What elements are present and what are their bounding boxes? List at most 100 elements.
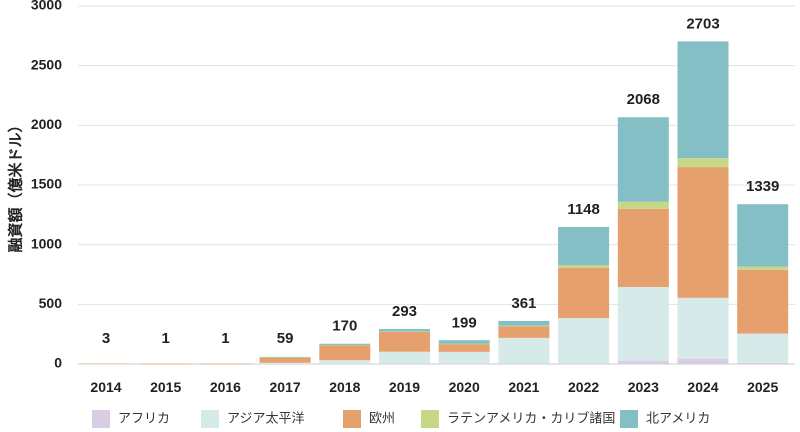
- x-tick-label: 2018: [329, 379, 360, 395]
- bar-segment: [438, 344, 490, 352]
- total-label: 2703: [686, 15, 719, 32]
- legend-label: 北アメリカ: [646, 412, 710, 427]
- total-label: 2068: [627, 91, 660, 108]
- bar-segment: [558, 267, 610, 319]
- bar-segment: [498, 337, 550, 364]
- x-tick-label: 2024: [687, 379, 718, 395]
- bar-segment: [199, 363, 251, 365]
- x-tick-label: 2019: [389, 379, 420, 395]
- bar-segment: [617, 361, 669, 364]
- bar-segment: [259, 357, 311, 363]
- y-tick-label: 2500: [31, 56, 62, 72]
- bar-segment: [438, 363, 490, 365]
- y-tick-label: 500: [39, 295, 63, 311]
- bar-segment: [737, 266, 789, 270]
- bar-segment: [259, 356, 311, 358]
- bar-segment: [80, 363, 132, 365]
- bar-segment: [438, 343, 490, 345]
- total-label: 361: [511, 295, 536, 312]
- x-tick-label: 2020: [449, 379, 480, 395]
- legend-swatch: [620, 410, 638, 428]
- bar-segment: [498, 326, 550, 338]
- legend-label: ラテンアメリカ・カリブ諸国: [447, 411, 615, 427]
- total-label: 170: [332, 318, 357, 335]
- bar-segment: [319, 344, 371, 346]
- total-labels: 3 1 1 59 170 293 199 361 1148 2068 2703 1339: [102, 15, 780, 347]
- legend-item: アフリカ: [92, 410, 170, 428]
- legend-label: アジア太平洋: [227, 412, 304, 427]
- bar-segment: [677, 158, 729, 168]
- y-tick-label: 1000: [31, 235, 62, 251]
- bar-segment: [677, 41, 729, 159]
- bar-segment: [617, 208, 669, 288]
- bar-segment: [737, 269, 789, 334]
- bar-segment: [379, 363, 430, 365]
- bar-segment: [379, 351, 430, 364]
- y-tick-label: 0: [54, 355, 62, 371]
- bar-segment: [319, 360, 371, 364]
- legend-item: アジア太平洋: [201, 410, 304, 428]
- bar-segment: [558, 265, 610, 268]
- y-tick-label: 2000: [31, 116, 62, 132]
- total-label: 59: [277, 330, 294, 347]
- bar-segment: [737, 204, 789, 267]
- x-tick-label: 2023: [628, 379, 659, 395]
- x-tick-label: 2022: [568, 379, 599, 395]
- bar-segment: [259, 357, 311, 358]
- legend-swatch: [201, 410, 219, 428]
- legend-swatch: [92, 410, 110, 428]
- bar-segment: [558, 318, 610, 364]
- bar-segment: [438, 351, 490, 364]
- y-axis-ticks: 0 500 1000 1500 2000 2500 3000: [31, 0, 62, 371]
- legend-item: 北アメリカ: [620, 410, 710, 428]
- bar-segment: [140, 363, 192, 365]
- legend-swatch: [343, 410, 361, 428]
- bar-segment: [319, 363, 371, 365]
- x-axis-ticks: 2014 2015 2016 2017 2018 2019 2020 2021 2022 2023…: [90, 379, 778, 395]
- total-label: 199: [452, 314, 477, 331]
- legend-item: 欧州: [343, 410, 395, 428]
- y-tick-label: 3000: [31, 0, 62, 13]
- bar-segment: [617, 201, 669, 209]
- bar-segment: [677, 297, 729, 359]
- total-label: 1: [221, 330, 229, 347]
- bar-segment: [677, 358, 729, 364]
- x-tick-label: 2017: [270, 379, 301, 395]
- bar-segment: [558, 227, 610, 266]
- total-label: 3: [102, 330, 110, 347]
- bar-segment: [558, 363, 610, 364]
- bar-segment: [379, 329, 430, 332]
- y-tick-label: 1500: [31, 176, 62, 192]
- x-tick-label: 2021: [508, 379, 539, 395]
- total-label: 1339: [746, 178, 779, 195]
- bar-segment: [379, 332, 430, 352]
- legend: アフリカ アジア太平洋 欧州 ラテンアメリカ・カリブ諸国 北アメリカ: [92, 410, 710, 428]
- total-label: 293: [392, 303, 417, 320]
- legend-item: ラテンアメリカ・カリブ諸国: [421, 410, 615, 428]
- bar-segment: [617, 117, 669, 202]
- gridlines: [78, 5, 795, 365]
- bar-segment: [259, 362, 311, 364]
- legend-label: 欧州: [369, 412, 395, 427]
- bar-segment: [438, 340, 490, 344]
- bar-segment: [498, 363, 550, 365]
- legend-label: アフリカ: [118, 412, 170, 427]
- x-tick-label: 2016: [210, 379, 241, 395]
- x-tick-label: 2014: [90, 379, 121, 395]
- total-label: 1148: [567, 201, 600, 218]
- bar-segment: [498, 325, 550, 327]
- bar-segment: [379, 331, 430, 333]
- bars: [80, 41, 789, 365]
- x-tick-label: 2025: [747, 379, 778, 395]
- y-axis-label: 融資額（億米ドル）: [7, 117, 25, 252]
- total-label: 1: [162, 330, 170, 347]
- bar-segment: [677, 167, 729, 298]
- bar-segment: [319, 343, 371, 345]
- legend-swatch: [421, 410, 439, 428]
- x-tick-label: 2015: [150, 379, 181, 395]
- bar-segment: [737, 333, 789, 363]
- bar-segment: [617, 287, 669, 362]
- bar-segment: [498, 320, 550, 326]
- bar-segment: [737, 362, 789, 364]
